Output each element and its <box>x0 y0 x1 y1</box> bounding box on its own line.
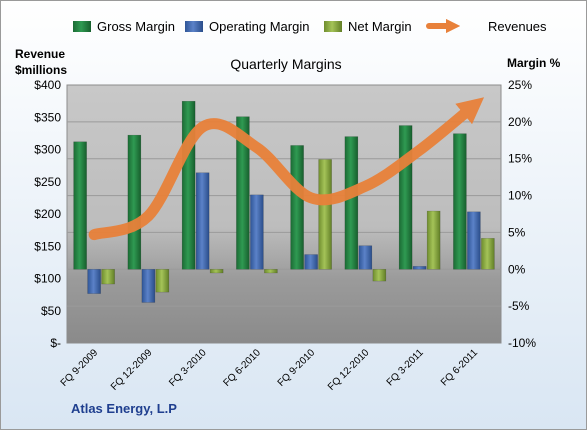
legend-swatch-operating-margin <box>185 21 203 32</box>
left-tick-label: $150 <box>34 239 61 253</box>
category-label: FQ 6-2010 <box>221 347 263 389</box>
left-tick-label: $50 <box>41 304 61 318</box>
legend-label-gross-margin: Gross Margin <box>97 19 175 34</box>
legend-label-net-margin: Net Margin <box>348 19 412 34</box>
bar-net-margin <box>481 238 495 270</box>
left-axis-ticks: $400 $350 $300 $250 $200 $150 $100 $50 $- <box>34 78 61 350</box>
left-tick-label: $300 <box>34 143 61 157</box>
chart-title: Quarterly Margins <box>230 56 341 72</box>
right-tick-label: -5% <box>508 299 530 313</box>
company-name: Atlas Energy, L.P <box>71 401 177 416</box>
left-tick-label: $400 <box>34 78 61 92</box>
bar-gross-margin <box>453 133 467 270</box>
category-label: FQ 3-2011 <box>385 347 426 388</box>
bar-operating-margin <box>412 266 427 270</box>
bar-net-margin <box>264 269 278 274</box>
left-tick-label: $350 <box>34 110 61 124</box>
bar-net-margin <box>101 269 115 285</box>
right-tick-label: 15% <box>508 152 532 166</box>
left-axis-title-line2: $millions <box>15 63 67 77</box>
left-tick-label: $250 <box>34 175 61 189</box>
left-tick-label: $100 <box>34 272 61 286</box>
legend: Gross Margin Operating Margin Net Margin… <box>73 18 547 34</box>
bar-net-margin <box>318 159 332 270</box>
legend-label-operating-margin: Operating Margin <box>209 19 309 34</box>
left-tick-label: $- <box>50 336 61 350</box>
right-axis-title: Margin % <box>507 56 561 70</box>
bar-operating-margin <box>358 245 373 270</box>
category-label: FQ 3-2010 <box>167 347 209 389</box>
right-tick-label: 10% <box>508 189 532 203</box>
bar-gross-margin <box>398 125 413 270</box>
right-tick-label: 5% <box>508 225 526 239</box>
right-tick-label: 25% <box>508 78 532 92</box>
legend-label-revenues: Revenues <box>488 19 547 34</box>
bar-net-margin <box>426 210 441 270</box>
right-tick-label: -10% <box>508 336 536 350</box>
right-tick-label: 0% <box>508 262 526 276</box>
bar-gross-margin <box>127 134 142 270</box>
category-label: FQ 12-2009 <box>109 347 155 393</box>
legend-swatch-gross-margin <box>73 21 91 32</box>
category-label: FQ 9-2009 <box>59 347 101 389</box>
bar-gross-margin <box>236 116 250 270</box>
bar-net-margin <box>372 269 387 282</box>
category-label: FQ 6-2011 <box>439 347 480 388</box>
bar-operating-margin <box>87 269 101 294</box>
left-axis-title-line1: Revenue <box>15 47 65 61</box>
bar-gross-margin <box>290 145 304 270</box>
bar-operating-margin <box>195 172 210 270</box>
bar-gross-margin <box>344 136 359 270</box>
category-label: FQ 12-2010 <box>326 347 372 393</box>
category-label: FQ 9-2010 <box>276 347 318 389</box>
revenue-line <box>88 97 485 241</box>
bar-operating-margin <box>467 211 481 270</box>
legend-swatch-net-margin <box>324 21 342 32</box>
right-tick-label: 20% <box>508 115 532 129</box>
left-tick-label: $200 <box>34 207 61 221</box>
bar-gross-margin <box>73 141 87 270</box>
bar-operating-margin <box>304 254 318 270</box>
bar-operating-margin <box>250 194 264 270</box>
bar-net-margin <box>209 269 224 274</box>
right-axis-ticks: 25% 20% 15% 10% 5% 0% -5% -10% <box>508 78 536 350</box>
bar-gross-margin <box>181 100 196 270</box>
category-labels: FQ 9-2009 FQ 12-2009 FQ 3-2010 FQ 6-2010 FQ … <box>59 347 481 393</box>
bar-operating-margin <box>141 269 156 303</box>
line-layer <box>88 97 485 241</box>
bar-net-margin <box>155 269 170 293</box>
